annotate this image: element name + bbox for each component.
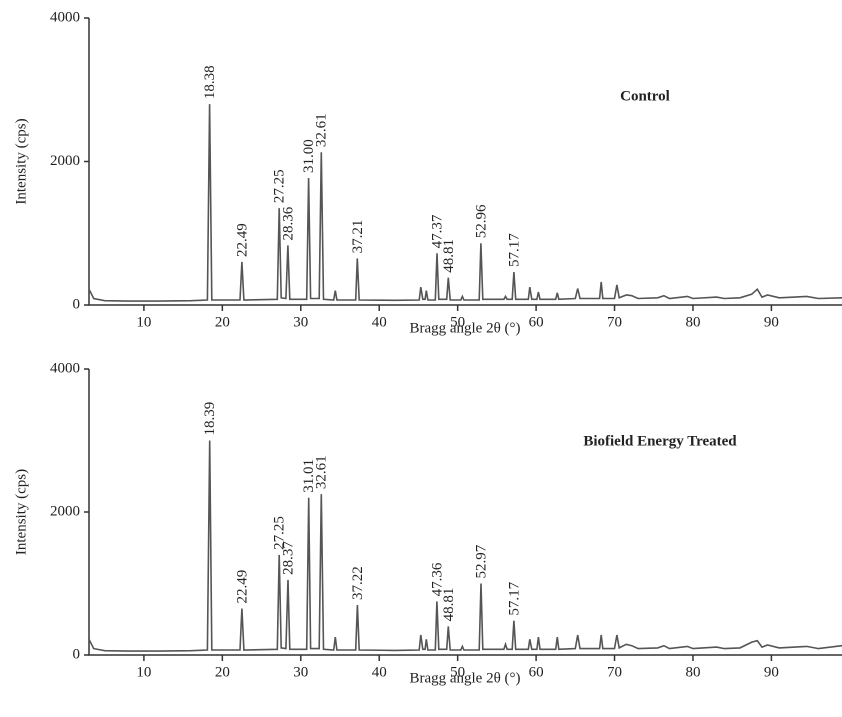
chart-title: Control: [620, 88, 670, 104]
peak-label: 52.97: [473, 544, 489, 578]
y-axis-title: Intensity (cps): [13, 118, 29, 204]
x-tick-label: 10: [136, 314, 151, 330]
y-tick-label: 0: [73, 296, 81, 312]
peak-label: 57.17: [506, 581, 522, 615]
chart-title: Biofield Energy Treated: [583, 433, 737, 449]
x-axis-title: Bragg angle 2θ (°): [409, 670, 520, 686]
x-tick-label: 90: [764, 314, 779, 330]
y-tick-label: 4000: [50, 9, 80, 25]
x-tick-label: 50: [450, 664, 465, 680]
peak-label: 18.38: [202, 65, 218, 99]
x-tick-label: 20: [215, 664, 230, 680]
peak-label: 57.17: [506, 233, 522, 267]
peak-label: 22.49: [234, 570, 250, 604]
peak-label: 28.37: [280, 541, 296, 575]
peak-label: 31.00: [301, 139, 317, 173]
x-tick-label: 30: [293, 664, 308, 680]
x-tick-label: 50: [450, 314, 465, 330]
x-tick-label: 20: [215, 314, 230, 330]
x-axis-title: Bragg angle 2θ (°): [409, 320, 520, 336]
peak-label: 27.25: [272, 516, 288, 550]
peak-label: 22.49: [234, 223, 250, 257]
x-tick-label: 30: [293, 314, 308, 330]
peak-label: 47.36: [429, 562, 445, 596]
y-axis-title: Intensity (cps): [13, 469, 29, 555]
x-tick-label: 90: [764, 664, 779, 680]
peak-label: 31.01: [301, 459, 317, 493]
peak-label: 27.25: [272, 169, 288, 203]
xrd-line: [88, 104, 842, 302]
x-tick-label: 40: [372, 314, 387, 330]
peak-label: 28.36: [280, 206, 296, 240]
x-tick-label: 80: [685, 314, 700, 330]
peak-label: 37.21: [350, 220, 366, 254]
x-tick-label: 60: [529, 314, 544, 330]
y-tick-label: 0: [73, 646, 81, 662]
x-tick-label: 10: [136, 664, 151, 680]
axis: [88, 18, 842, 306]
peak-label: 18.39: [202, 402, 218, 436]
y-tick-label: 4000: [50, 360, 80, 376]
peak-label: 37.22: [350, 566, 366, 600]
peak-label: 48.81: [441, 239, 457, 273]
x-tick-label: 80: [685, 664, 700, 680]
xrd-line: [88, 440, 842, 652]
y-tick-label: 2000: [50, 503, 80, 519]
x-tick-label: 60: [529, 664, 544, 680]
x-tick-label: 70: [607, 664, 622, 680]
x-tick-label: 70: [607, 314, 622, 330]
peak-label: 52.96: [473, 204, 489, 238]
x-tick-label: 40: [372, 664, 387, 680]
peak-label: 32.61: [314, 113, 330, 147]
peak-label: 47.37: [429, 214, 445, 248]
peak-label: 32.61: [314, 455, 330, 489]
y-tick-label: 2000: [50, 153, 80, 169]
peak-label: 48.81: [441, 588, 457, 622]
